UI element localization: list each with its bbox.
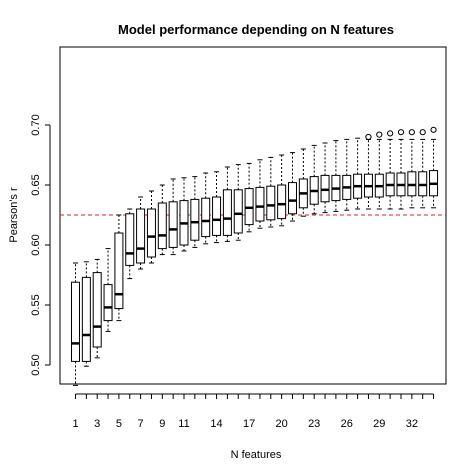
y-tick-label: 0.65 xyxy=(30,174,42,195)
box-32 xyxy=(407,129,417,209)
box-body xyxy=(92,272,102,348)
box-body xyxy=(201,197,211,238)
y-tick-label: 0.50 xyxy=(30,354,42,375)
outlier-point xyxy=(419,129,426,136)
y-axis-label: Pearson's r xyxy=(8,187,20,243)
box-body xyxy=(125,213,135,266)
box-2 xyxy=(81,261,91,367)
box-body xyxy=(288,182,297,215)
outlier-point xyxy=(387,130,394,137)
box-body xyxy=(146,208,156,258)
boxes-group xyxy=(71,126,439,386)
box-18 xyxy=(255,159,265,229)
box-body xyxy=(157,202,167,250)
x-tick-label: 23 xyxy=(308,418,320,430)
box-body xyxy=(266,185,276,221)
box-13 xyxy=(201,172,211,245)
box-33 xyxy=(418,129,428,209)
box-12 xyxy=(190,176,200,248)
y-axis: 0.50 0.55 0.60 0.65 0.70 xyxy=(30,114,51,376)
x-tick-label: 11 xyxy=(178,418,189,430)
chart-title: Model performance depending on N feature… xyxy=(118,22,394,37)
box-24 xyxy=(320,142,330,214)
box-3 xyxy=(92,258,102,359)
x-axis-label: N features xyxy=(231,449,282,461)
x-tick-label: 1 xyxy=(72,418,78,430)
outlier-point xyxy=(376,131,383,138)
box-9 xyxy=(157,184,167,256)
y-tick-label: 0.60 xyxy=(30,234,42,255)
box-body xyxy=(81,276,91,362)
y-tick-label: 0.70 xyxy=(30,114,42,135)
box-7 xyxy=(136,196,146,270)
x-tick-label: 20 xyxy=(276,418,288,430)
box-body xyxy=(222,189,232,236)
box-body xyxy=(233,189,243,234)
outlier-point xyxy=(397,129,405,136)
box-21 xyxy=(288,152,297,222)
outlier-point xyxy=(430,126,437,133)
box-body xyxy=(114,232,124,310)
box-20 xyxy=(277,154,287,227)
x-tick-label: 29 xyxy=(373,418,385,430)
outlier-point xyxy=(408,129,415,136)
box-16 xyxy=(233,164,243,241)
x-tick-label: 32 xyxy=(406,418,418,430)
box-body xyxy=(71,281,80,362)
box-31 xyxy=(396,129,406,210)
box-4 xyxy=(103,248,113,332)
x-tick-label: 14 xyxy=(210,418,222,430)
box-34 xyxy=(429,126,439,209)
y-tick-label: 0.55 xyxy=(30,294,42,315)
x-tick-label: 17 xyxy=(243,418,255,430)
box-body xyxy=(255,186,265,222)
box-body xyxy=(277,184,287,220)
box-19 xyxy=(266,156,276,228)
box-22 xyxy=(298,148,308,217)
box-5 xyxy=(114,214,124,322)
box-8 xyxy=(146,190,156,264)
x-axis: 1 3 5 7 9 11 14 17 20 23 26 29 32 xyxy=(72,393,435,430)
box-body xyxy=(212,196,222,236)
box-25 xyxy=(331,140,341,212)
x-tick-label: 7 xyxy=(138,418,144,430)
box-14 xyxy=(212,171,222,244)
box-28 xyxy=(363,133,373,210)
box-17 xyxy=(244,162,254,233)
x-tick-label: 5 xyxy=(116,418,122,430)
box-26 xyxy=(342,138,352,211)
box-15 xyxy=(222,166,232,242)
outlier-point xyxy=(365,133,372,141)
box-27 xyxy=(353,137,363,210)
x-tick-label: 26 xyxy=(341,418,353,430)
box-29 xyxy=(374,131,384,210)
x-tick-label: 9 xyxy=(159,418,165,430)
box-23 xyxy=(309,144,319,215)
box-body xyxy=(168,201,178,248)
box-body xyxy=(136,208,146,264)
box-10 xyxy=(168,178,178,256)
box-1 xyxy=(71,262,80,386)
box-body xyxy=(103,284,113,322)
box-body xyxy=(190,198,200,241)
box-30 xyxy=(385,130,395,210)
box-11 xyxy=(179,177,189,252)
x-tick-label: 3 xyxy=(94,418,100,430)
box-6 xyxy=(125,208,135,280)
